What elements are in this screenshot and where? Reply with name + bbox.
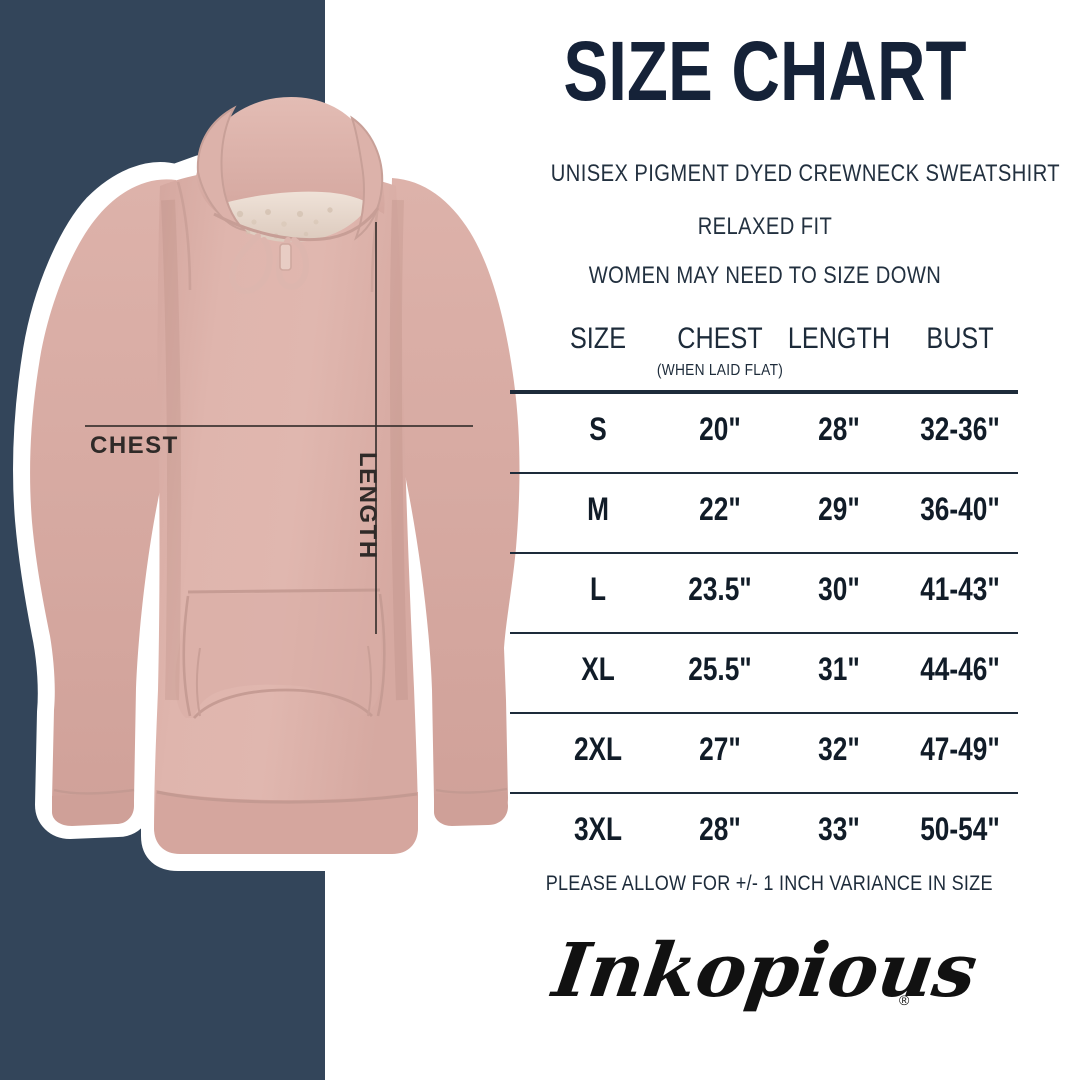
pocket-bottom-seam [192,688,373,719]
fabric-shading [161,199,408,701]
table-row-rule [510,552,1018,554]
pocket-opening-right [367,645,372,717]
subtitle-fit: RELAXED FIT [697,213,833,240]
right-sleeve [388,178,520,818]
hem-rib [154,790,418,854]
table-row-rule [510,472,1018,474]
length-measure-line [375,222,377,634]
column-header-chest: CHEST [677,322,763,355]
pocket-top-seam [187,588,381,594]
cell-size: 2XL [573,731,623,767]
kangaroo-pocket [175,592,382,718]
table-row: 3XL 28" 33" 50-54" [510,794,1020,872]
cell-size: M [587,491,609,527]
cell-chest: 27" [699,731,741,767]
brand-logo-text: Inkopious [547,928,983,1014]
cell-size: XL [581,651,615,687]
cell-length: 33" [818,811,860,847]
pocket-right-seam [376,593,386,717]
garment-image: CHEST LENGTH [0,0,520,1080]
chest-measure-label: CHEST [90,432,179,459]
brand-logo: Inkopious ® [510,928,1020,1038]
column-header-size: SIZE [569,322,627,355]
size-table: SIZE CHEST LENGTH BUST (WHEN LAID FLAT) … [510,322,1020,872]
cell-bust: 44-46" [920,651,1000,687]
table-row: S 20" 28" 32-36" [510,394,1020,472]
cell-bust: 41-43" [920,571,1000,607]
page-title: SIZE CHART [563,24,967,118]
table-row-rule [510,712,1018,714]
left-shoulder-seam [176,181,192,291]
hem-seam [156,790,418,804]
cell-size: S [589,411,607,447]
length-measure-label: LENGTH [354,452,381,560]
cell-size: 3XL [573,811,623,847]
chart-content: SIZE CHART UNISEX PIGMENT DYED CREWNECK … [510,0,1061,1080]
left-sleeve [30,179,186,821]
table-row: L 23.5" 30" 41-43" [510,554,1020,632]
cell-bust: 36-40" [920,491,1000,527]
variance-footnote: PLEASE ALLOW FOR +/- 1 INCH VARIANCE IN … [545,872,993,895]
right-cuff-seam [435,787,508,794]
drawstring-aglet [279,243,292,271]
column-header-length: LENGTH [787,322,891,355]
neck-edge [213,207,380,242]
pocket-left-seam [182,595,192,717]
table-header-row: SIZE CHEST LENGTH BUST (WHEN LAID FLAT) [510,322,1020,390]
hood-roll-right [350,115,384,241]
sherpa-texture [236,207,333,239]
cell-length: 29" [818,491,860,527]
cell-length: 30" [818,571,860,607]
cell-length: 32" [818,731,860,767]
cell-bust: 47-49" [920,731,1000,767]
hoodie-illustration [13,96,520,871]
cell-chest: 23.5" [688,571,752,607]
chest-note: (WHEN LAID FLAT) [656,362,784,379]
cell-size: L [589,571,607,607]
table-row-rule [510,632,1018,634]
pocket-opening-left [196,647,201,717]
registered-trademark-icon: ® [899,992,910,1008]
hood-back [196,96,385,216]
cell-chest: 20" [699,411,741,447]
table-row-rule [510,792,1018,794]
cell-length: 28" [818,411,860,447]
cell-bust: 50-54" [920,811,1000,847]
right-cuff [434,792,508,826]
cell-bust: 32-36" [920,411,1000,447]
table-row: M 22" 29" 36-40" [510,474,1020,552]
table-header-rule [510,390,1018,394]
cell-chest: 25.5" [688,651,752,687]
subtitle-sizing-advice: WOMEN MAY NEED TO SIZE DOWN [588,262,942,289]
cell-chest: 28" [699,811,741,847]
table-row: XL 25.5" 31" 44-46" [510,634,1020,712]
subtitle-product: UNISEX PIGMENT DYED CREWNECK SWEATSHIRT [550,160,1061,187]
cell-chest: 22" [699,491,741,527]
left-cuff [52,792,134,826]
table-row: 2XL 27" 32" 47-49" [510,714,1020,792]
column-header-bust: BUST [926,322,994,355]
cell-length: 31" [818,651,860,687]
left-cuff-seam [53,788,135,795]
chest-measure-line [85,425,473,427]
